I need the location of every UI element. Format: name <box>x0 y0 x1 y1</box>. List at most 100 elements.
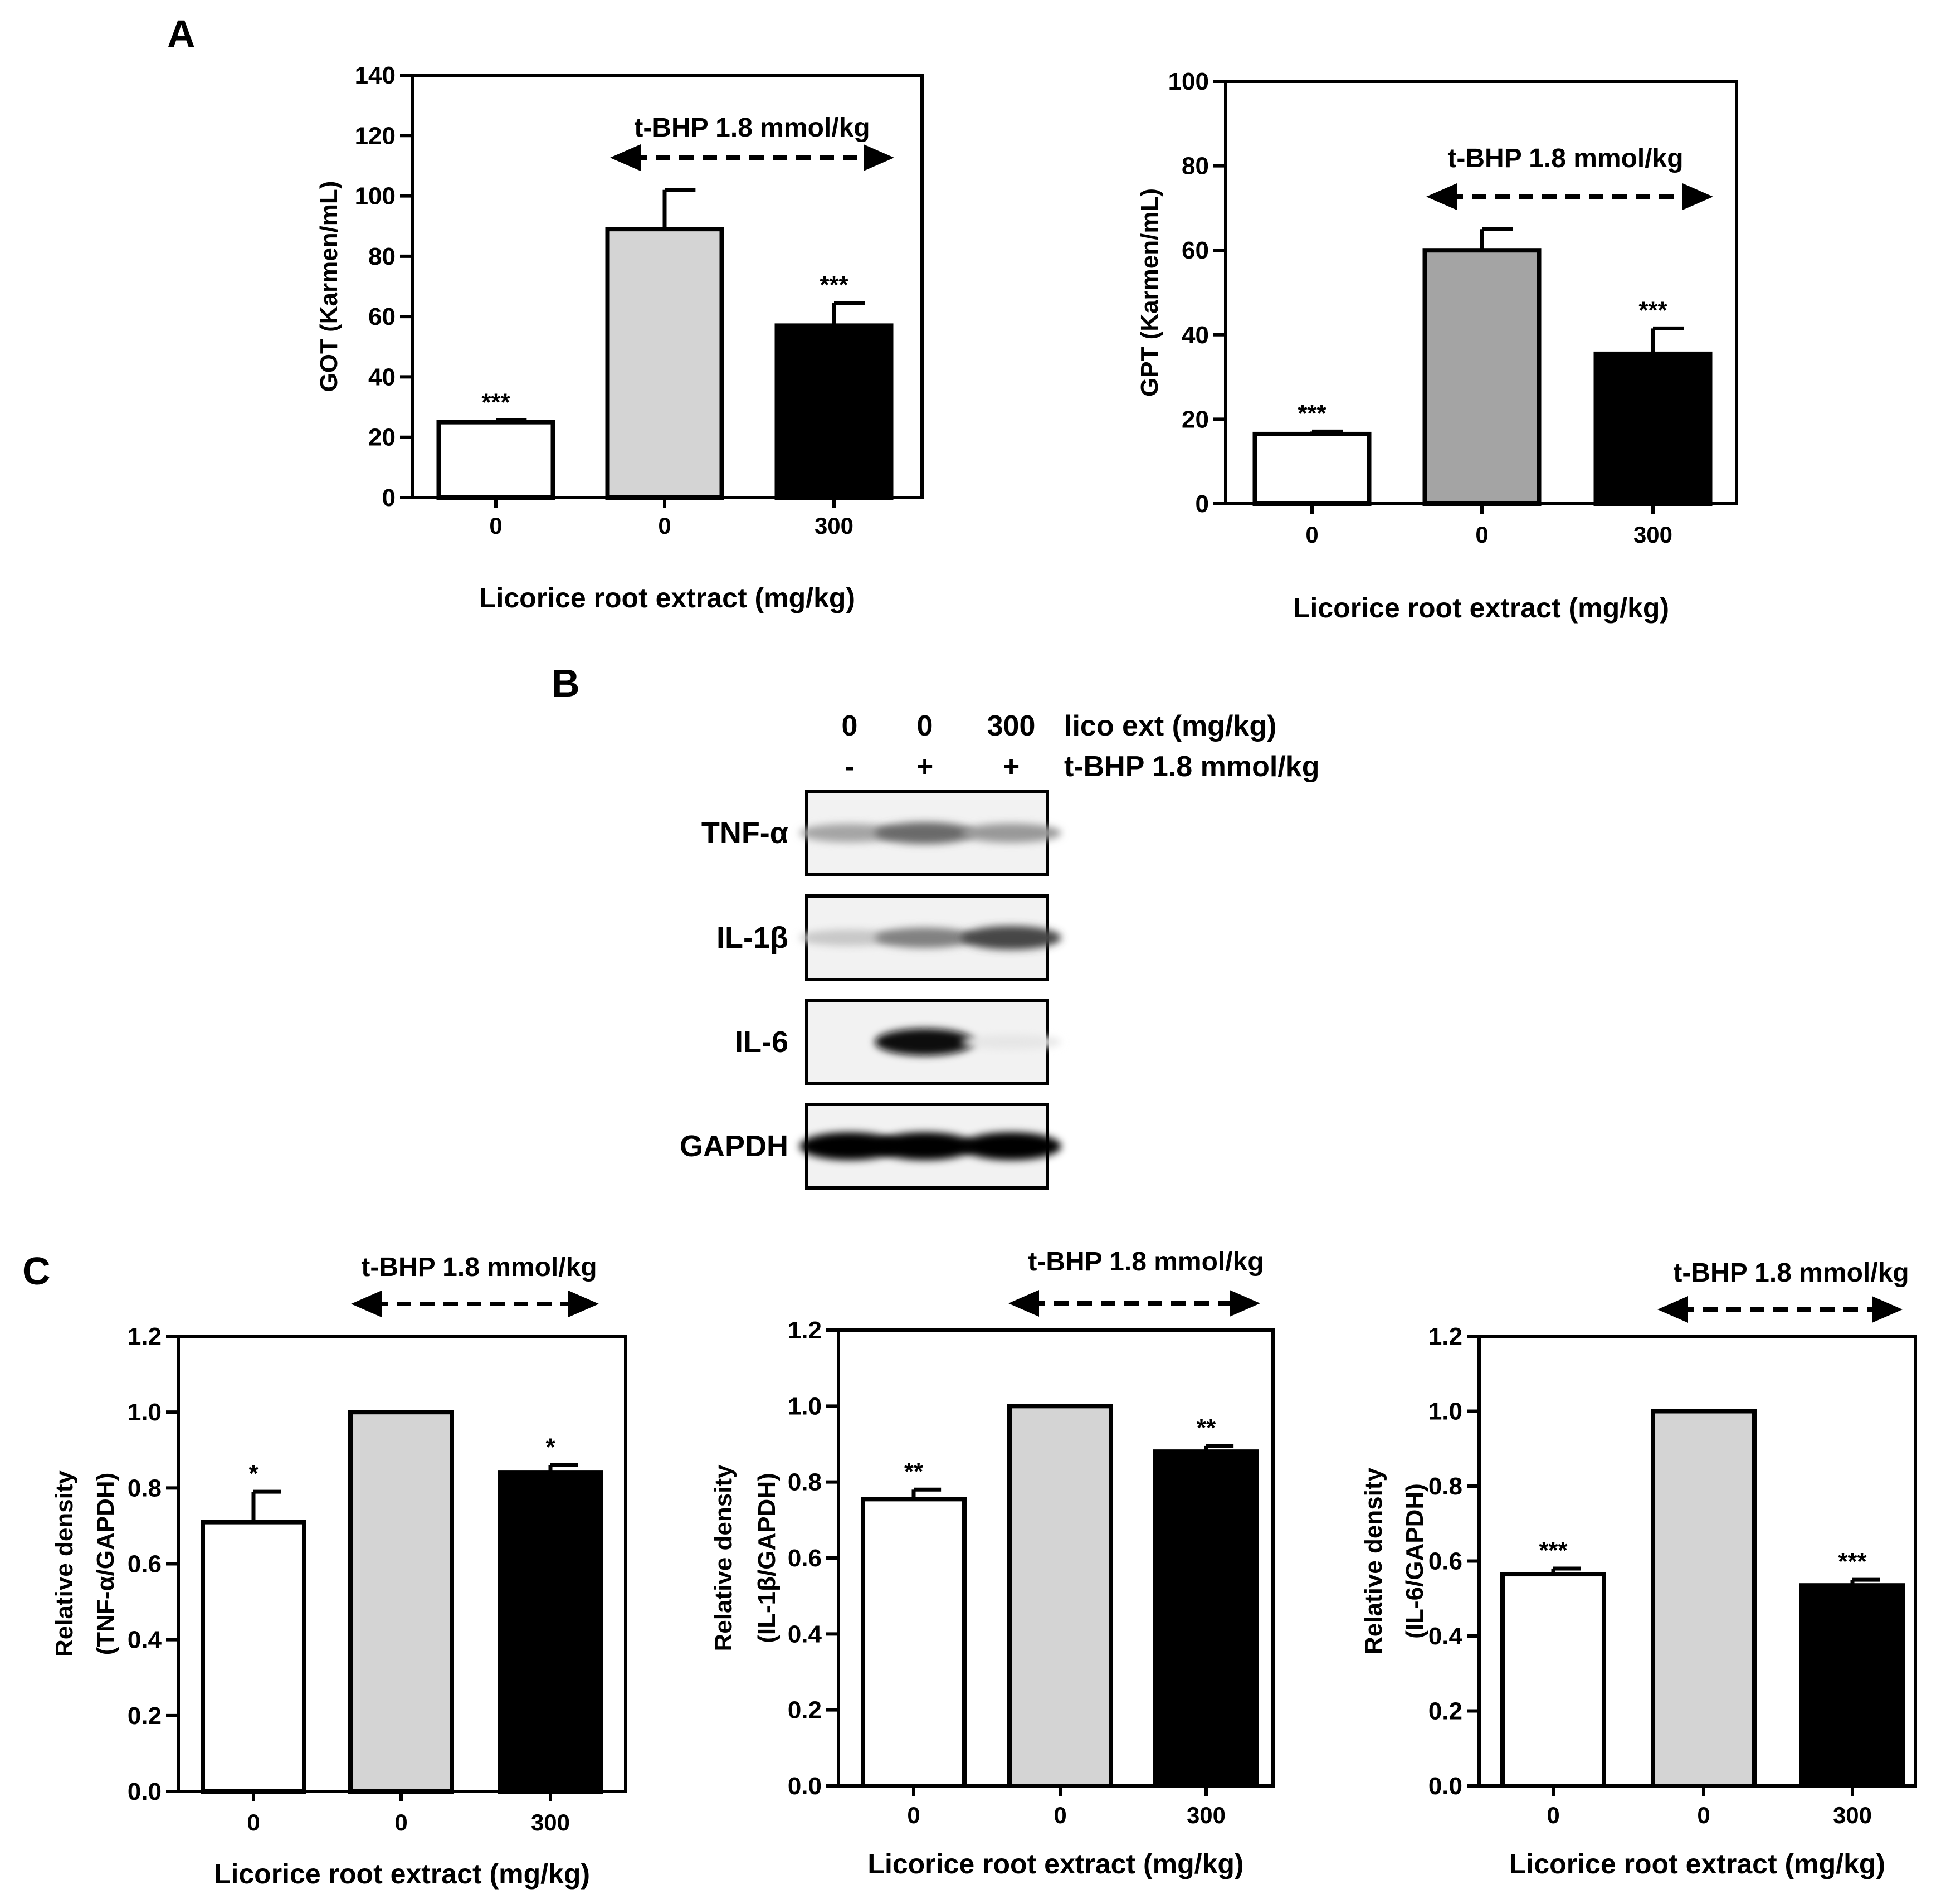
il1b-y-tick-label-3: 0.6 <box>788 1545 822 1572</box>
got-y-tick-label-4: 80 <box>368 243 396 270</box>
il6-significance-1: *** <box>1539 1537 1568 1564</box>
tnf-bar-3 <box>498 1470 603 1794</box>
gpt-y-tick-label-0: 0 <box>1196 490 1209 518</box>
il1b-significance-3: ** <box>1197 1414 1216 1442</box>
tnf-x-tick-label-2: 0 <box>394 1809 407 1835</box>
got-x-tick-label-3: 300 <box>815 513 853 539</box>
il6-bar-1 <box>1500 1572 1606 1789</box>
tnf-y-axis-title-line-2: (TNF-α/GAPDH) <box>92 1473 119 1655</box>
blot-dose-lane-1: 0 <box>842 710 858 742</box>
got-x-tick-label-1: 0 <box>489 513 502 539</box>
il1b-y-axis-title-line-1: Relative density <box>710 1464 737 1652</box>
il6-y-tick-label-1: 0.2 <box>1428 1698 1462 1725</box>
got-plot-frame <box>411 74 924 499</box>
panel-letter-a: A <box>167 12 196 56</box>
blot-row-3-band-lane-2 <box>875 1028 975 1056</box>
tnf-x-tick-label-3: 300 <box>531 1809 570 1835</box>
gpt-bar-1 <box>1252 431 1372 506</box>
il6-y-tick-label-0: 0.0 <box>1428 1772 1462 1800</box>
panel-letter-b: B <box>552 661 580 705</box>
il6-significance-3: *** <box>1838 1548 1867 1575</box>
blot-row-1-band-lane-3 <box>961 823 1061 843</box>
chart-tnf-relative-density: * 0 0 * 300 0.0 0.2 0.4 0.6 0.8 1.0 1.2 Relative den… <box>51 1253 627 1890</box>
got-y-tick-label-1: 20 <box>368 424 396 451</box>
blot-tbhp-lane-3: + <box>1003 751 1020 783</box>
il6-tbhp-arrowhead-left <box>1657 1296 1688 1323</box>
gpt-x-tick-label-1: 0 <box>1305 522 1318 548</box>
il1b-y-tick-label-6: 1.2 <box>788 1317 822 1344</box>
got-significance-1: *** <box>481 388 510 416</box>
il6-x-tick-label-1: 0 <box>1547 1802 1559 1828</box>
blot-row-2-band-lane-2 <box>875 927 975 948</box>
il1b-y-tick-label-5: 1.0 <box>788 1392 822 1420</box>
gpt-y-axis-title: GPT (Karmen/mL) <box>1136 188 1163 397</box>
il6-bar-3 <box>1799 1583 1905 1788</box>
il6-y-tick-label-5: 1.0 <box>1428 1398 1462 1425</box>
western-blot: 0 0 300 lico ext (mg/kg) - + + t-BHP 1.8… <box>680 710 1319 1190</box>
il6-tbhp-arrowhead-right <box>1872 1296 1903 1323</box>
tnf-tbhp-arrowhead-right <box>568 1291 599 1317</box>
gpt-tbhp-arrowhead-left <box>1426 183 1457 210</box>
got-y-tick-label-7: 140 <box>355 62 396 89</box>
got-y-tick-label-2: 40 <box>368 363 396 391</box>
il6-y-tick-label-3: 0.6 <box>1428 1548 1462 1575</box>
gpt-y-tick-label-2: 40 <box>1182 322 1209 349</box>
tnf-y-tick-label-5: 1.0 <box>128 1399 162 1426</box>
il1b-bar-1 <box>861 1497 967 1788</box>
gpt-bar-2 <box>1422 248 1542 506</box>
got-bar-3 <box>774 323 894 500</box>
gpt-significance-1: *** <box>1298 400 1326 427</box>
gpt-y-tick-label-3: 60 <box>1182 237 1209 264</box>
blot-row-3-band-lane-3 <box>961 1034 1061 1050</box>
gpt-y-tick-label-5: 100 <box>1168 68 1209 95</box>
got-y-tick-label-6: 120 <box>355 122 396 149</box>
gpt-bar-3 <box>1593 351 1713 506</box>
blot-tbhp-label: t-BHP 1.8 mmol/kg <box>1064 751 1319 783</box>
il6-bar-2 <box>1651 1409 1757 1788</box>
il1b-y-tick-label-4: 0.8 <box>788 1469 822 1496</box>
il6-x-axis-title: Licorice root extract (mg/kg) <box>1509 1848 1885 1879</box>
tnf-y-tick-label-1: 0.2 <box>128 1702 162 1730</box>
il1b-y-tick-label-2: 0.4 <box>788 1620 822 1648</box>
il1b-tbhp-arrowhead-left <box>1008 1290 1039 1317</box>
il1b-bar-2 <box>1007 1404 1113 1788</box>
got-y-axis-title: GOT (Karmen/mL) <box>315 181 343 392</box>
blot-dose-label: lico ext (mg/kg) <box>1064 710 1276 742</box>
got-significance-3: *** <box>820 271 848 299</box>
gpt-significance-3: *** <box>1638 296 1667 324</box>
got-x-tick-label-2: 0 <box>658 513 671 539</box>
tnf-y-tick-label-3: 0.6 <box>128 1551 162 1578</box>
il6-tbhp-annotation: t-BHP 1.8 mmol/kg <box>1673 1258 1909 1288</box>
blot-row-4-label: GAPDH <box>680 1129 788 1163</box>
blot-tbhp-lane-1: - <box>845 751 854 783</box>
blot-row-2-band-lane-3 <box>961 926 1061 950</box>
blot-row-2-band-lane-1 <box>799 929 900 946</box>
got-x-axis-title: Licorice root extract (mg/kg) <box>479 582 855 613</box>
chart-got: *** 0 0 *** 300 0 20 40 60 80 100 120 140 GOT (Karmen… <box>315 62 924 613</box>
tnf-x-tick-label-1: 0 <box>247 1809 260 1835</box>
tnf-y-tick-label-6: 1.2 <box>128 1323 162 1350</box>
got-bar-1 <box>436 420 555 500</box>
il6-y-tick-label-2: 0.4 <box>1428 1623 1463 1650</box>
tnf-y-axis-title-line-1: Relative density <box>51 1470 78 1657</box>
tnf-bar-2 <box>348 1410 454 1794</box>
gpt-y-tick-label-1: 20 <box>1182 406 1209 433</box>
gpt-tbhp-annotation: t-BHP 1.8 mmol/kg <box>1447 144 1683 173</box>
il1b-x-tick-label-2: 0 <box>1054 1802 1066 1828</box>
tnf-significance-1: * <box>248 1460 259 1487</box>
blot-row-2-label: IL-1β <box>716 921 788 955</box>
tnf-significance-3: * <box>545 1433 555 1460</box>
blot-row-1-label: TNF-α <box>701 816 788 850</box>
gpt-plot-frame <box>1224 80 1738 505</box>
panel-letter-c: C <box>22 1249 51 1293</box>
il1b-tbhp-annotation: t-BHP 1.8 mmol/kg <box>1028 1247 1264 1277</box>
blot-row-1-band-lane-2 <box>875 822 975 844</box>
blot-tbhp-lane-2: + <box>916 751 933 783</box>
blot-row-1-band-lane-1 <box>799 824 900 843</box>
il1b-bar-3 <box>1153 1449 1259 1788</box>
got-tbhp-annotation: t-BHP 1.8 mmol/kg <box>634 113 870 143</box>
gpt-x-tick-label-2: 0 <box>1475 522 1488 548</box>
tnf-y-tick-label-2: 0.4 <box>128 1627 162 1654</box>
chart-il1b-relative-density: ** 0 0 ** 300 0.0 0.2 0.4 0.6 0.8 1.0 1.2 Relative d… <box>710 1247 1275 1879</box>
tnf-tbhp-annotation: t-BHP 1.8 mmol/kg <box>361 1253 597 1282</box>
